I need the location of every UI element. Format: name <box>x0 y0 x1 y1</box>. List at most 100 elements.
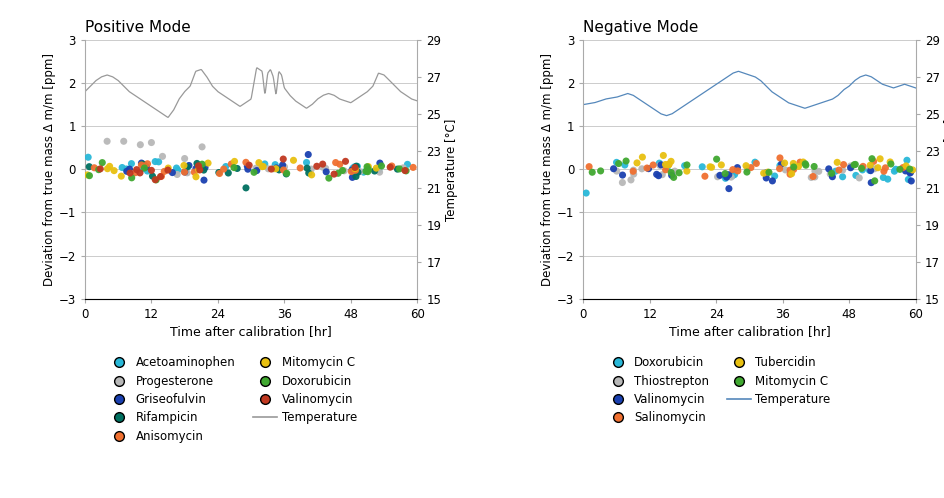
Point <box>892 165 907 173</box>
Point <box>791 162 806 170</box>
Point <box>216 165 231 173</box>
Point <box>187 168 202 176</box>
Point <box>177 154 193 162</box>
Point <box>239 184 254 192</box>
Point <box>664 157 679 165</box>
Point <box>717 170 733 178</box>
Point <box>116 137 131 145</box>
Point <box>263 165 278 173</box>
Point <box>82 163 97 171</box>
Point <box>329 158 344 166</box>
Point <box>356 168 371 176</box>
Point <box>667 167 683 175</box>
Point <box>796 158 811 166</box>
Point <box>249 167 264 175</box>
Point <box>803 173 818 181</box>
Point <box>102 162 117 170</box>
Point <box>165 169 180 177</box>
Point <box>740 164 755 172</box>
Point <box>143 138 159 146</box>
Point <box>190 159 205 167</box>
Point <box>139 163 154 171</box>
Point <box>623 176 638 184</box>
Point <box>299 158 314 166</box>
Point <box>390 165 405 173</box>
Point <box>832 166 847 174</box>
Point <box>124 174 139 182</box>
Point <box>100 165 115 173</box>
Point <box>346 163 362 171</box>
Point <box>350 162 365 170</box>
Point <box>713 171 728 179</box>
Point <box>609 167 624 175</box>
Point <box>140 167 155 175</box>
Point <box>310 162 325 170</box>
Point <box>251 159 266 167</box>
Point <box>361 163 376 171</box>
Point <box>825 173 840 181</box>
Point <box>154 172 169 180</box>
Point <box>80 153 95 161</box>
Point <box>725 172 740 180</box>
Point <box>626 166 641 174</box>
Point <box>783 170 798 178</box>
Point <box>238 158 253 166</box>
Point <box>374 162 389 170</box>
Point <box>189 173 204 181</box>
Point <box>855 162 870 170</box>
Point <box>793 158 808 166</box>
Point <box>196 166 211 174</box>
Point <box>651 159 666 167</box>
Point <box>843 162 858 170</box>
Point <box>169 164 184 172</box>
Point <box>774 160 789 168</box>
Point <box>227 164 242 172</box>
Point <box>652 161 667 169</box>
Point <box>862 166 877 174</box>
Point <box>664 171 679 179</box>
Point <box>767 172 783 180</box>
Point <box>248 164 263 172</box>
Point <box>170 170 185 178</box>
Point <box>181 161 196 169</box>
Point <box>662 160 677 168</box>
Point <box>835 166 851 174</box>
Point <box>646 161 661 169</box>
Point <box>335 166 350 174</box>
Point <box>680 167 695 175</box>
Point <box>369 164 384 172</box>
Point <box>344 167 359 175</box>
Point <box>371 166 386 174</box>
Point <box>240 162 255 170</box>
Point <box>345 166 360 174</box>
Point <box>786 163 801 171</box>
Point <box>888 165 903 173</box>
Point <box>304 171 319 179</box>
Point <box>821 165 836 173</box>
Point <box>299 164 314 172</box>
Point <box>611 159 626 167</box>
Point <box>777 159 792 167</box>
Point <box>824 169 839 177</box>
Point <box>315 163 330 171</box>
Point <box>155 152 170 160</box>
Point <box>658 160 673 168</box>
Point <box>177 168 193 176</box>
Point <box>321 174 336 182</box>
Point <box>714 161 729 169</box>
Point <box>902 169 918 177</box>
Point <box>898 167 913 175</box>
Point <box>606 165 621 173</box>
Point <box>246 168 261 176</box>
Point <box>197 163 212 171</box>
Point <box>798 160 813 168</box>
Point <box>196 176 211 184</box>
Point <box>799 161 814 169</box>
Point <box>778 166 793 174</box>
Point <box>279 169 295 177</box>
Point <box>327 170 342 178</box>
Point <box>153 173 168 181</box>
Point <box>823 170 838 178</box>
Point <box>759 169 774 177</box>
Point <box>615 171 630 179</box>
